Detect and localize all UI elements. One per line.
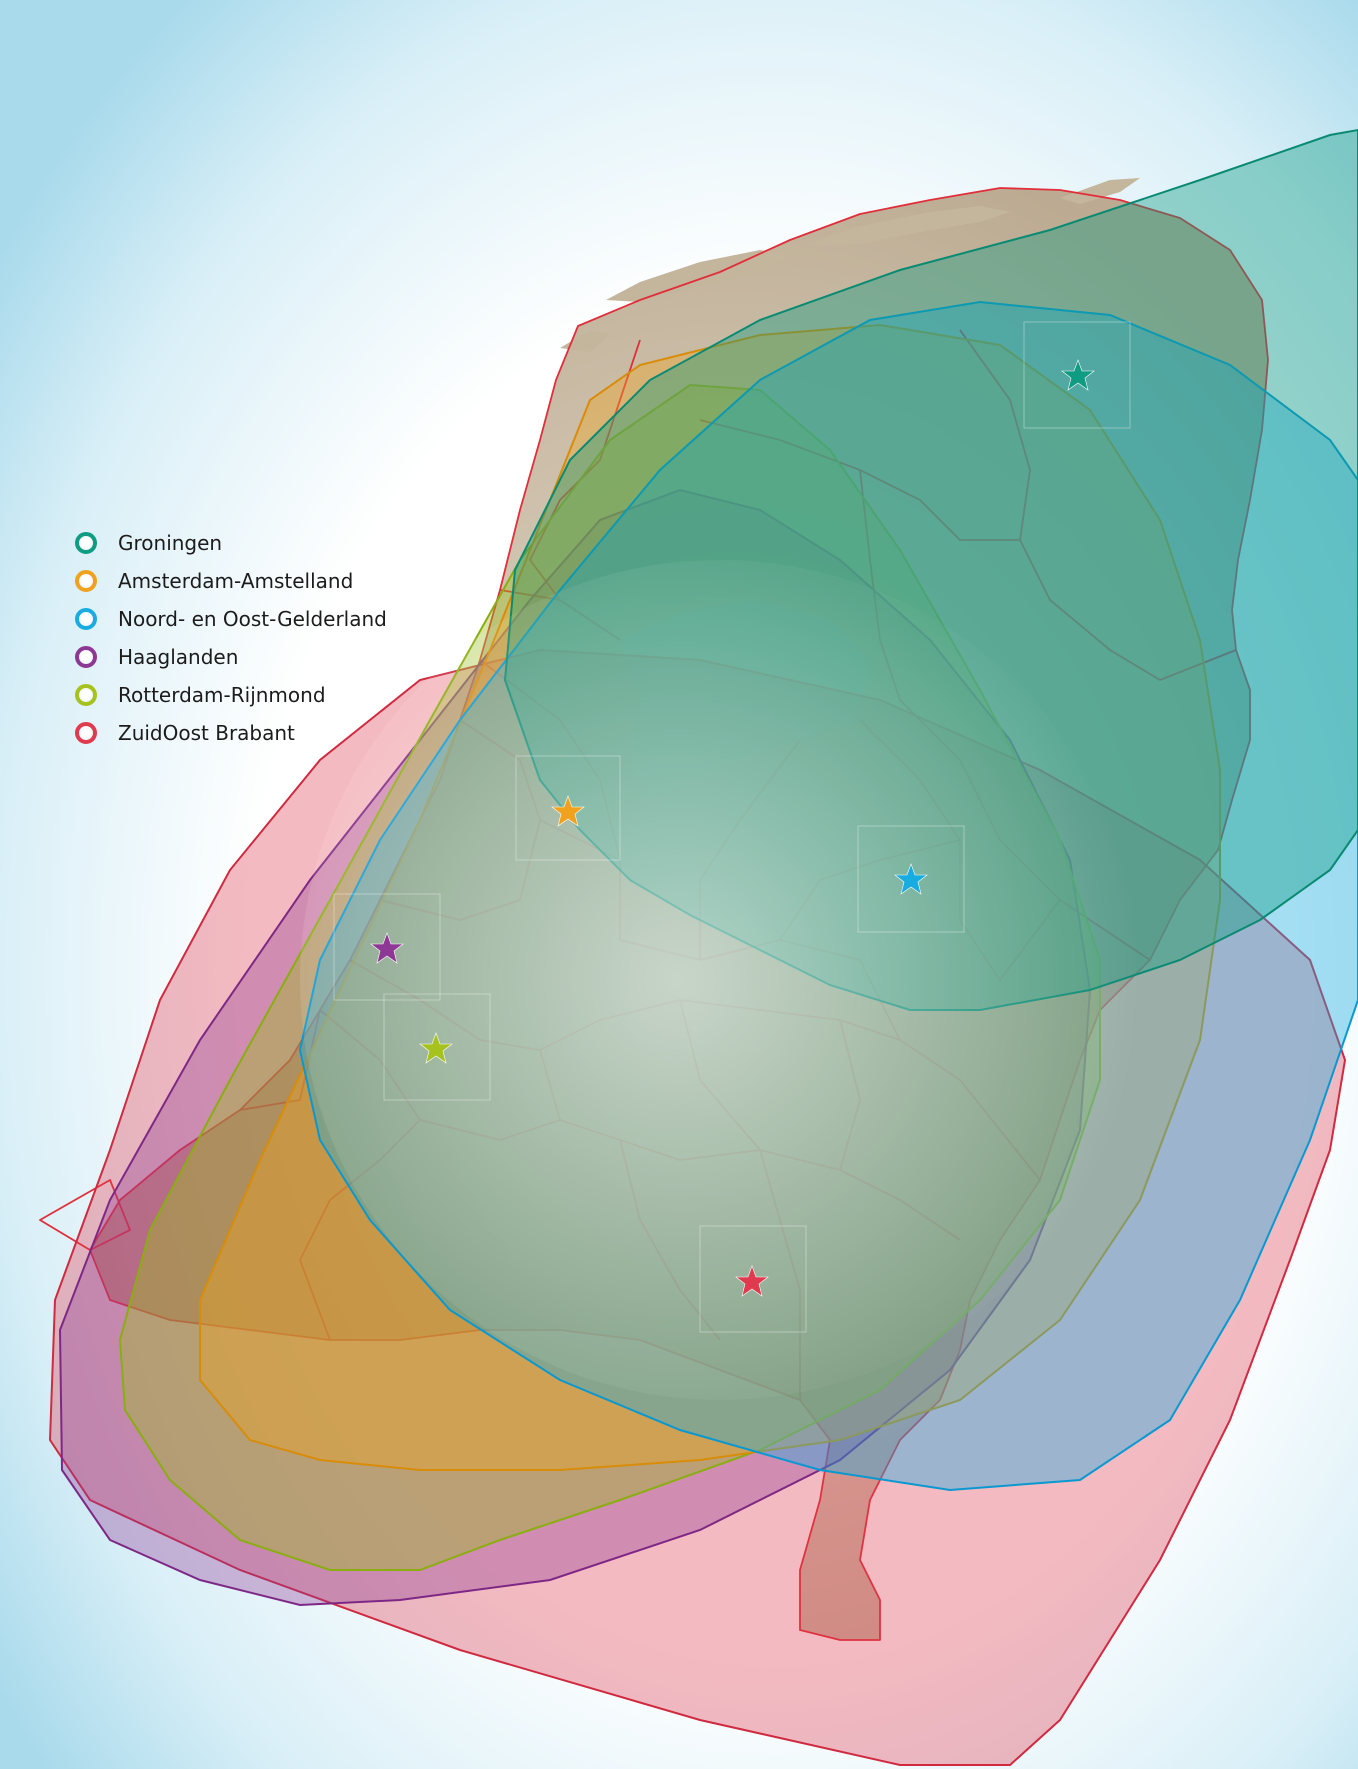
star-icon[interactable] xyxy=(735,1265,769,1297)
legend-item-groningen: Groningen xyxy=(72,526,387,564)
ring-dot-icon xyxy=(75,608,97,630)
star-icon[interactable] xyxy=(894,863,928,895)
legend: Groningen Amsterdam-Amstelland Noord- en… xyxy=(72,526,387,754)
legend-label: Haaglanden xyxy=(118,645,239,669)
legend-item-noord-en-oost-gelderland: Noord- en Oost-Gelderland xyxy=(72,602,387,640)
star-icon[interactable] xyxy=(419,1032,453,1064)
ring-dot-icon xyxy=(75,722,97,744)
legend-item-haaglanden: Haaglanden xyxy=(72,640,387,678)
ring-dot-icon xyxy=(75,684,97,706)
city-markers xyxy=(333,321,1131,1333)
ring-dot-icon xyxy=(75,646,97,668)
legend-item-zuidoost-brabant: ZuidOost Brabant xyxy=(72,716,387,754)
coverage-zones xyxy=(48,128,1358,1766)
star-icon[interactable] xyxy=(1061,359,1095,391)
legend-item-rotterdam-rijnmond: Rotterdam-Rijnmond xyxy=(72,678,387,716)
legend-label: Noord- en Oost-Gelderland xyxy=(118,607,387,631)
ring-dot-icon xyxy=(75,570,97,592)
legend-label: Amsterdam-Amstelland xyxy=(118,569,354,593)
legend-label: ZuidOost Brabant xyxy=(118,721,295,745)
star-icon[interactable] xyxy=(370,932,404,964)
legend-item-amsterdam-amstelland: Amsterdam-Amstelland xyxy=(72,564,387,602)
star-icon[interactable] xyxy=(551,795,585,827)
ring-dot-icon xyxy=(75,532,97,554)
legend-label: Groningen xyxy=(118,531,223,555)
legend-label: Rotterdam-Rijnmond xyxy=(118,683,326,707)
